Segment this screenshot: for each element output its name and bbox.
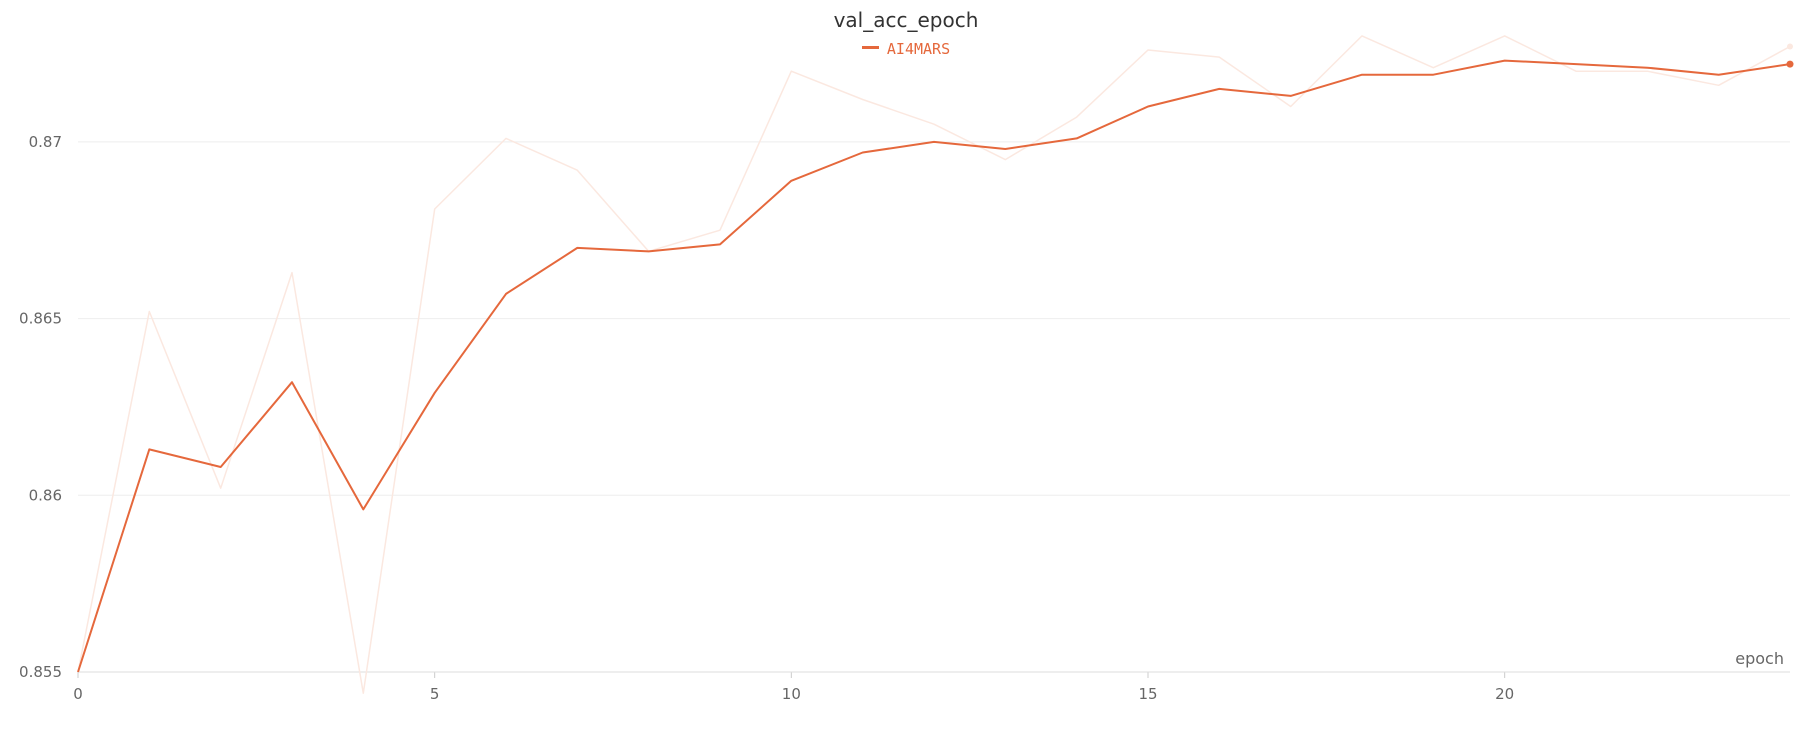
x-axis-ticks: 0 5 10 15 20 [73, 672, 1514, 703]
grid-lines [78, 141, 1790, 673]
x-tick-label: 0 [73, 685, 83, 703]
y-tick-label: 0.87 [29, 133, 62, 151]
series-endpoint-raw [1787, 43, 1793, 50]
y-tick-label: 0.86 [29, 486, 62, 504]
legend[interactable]: AI4MARS [0, 40, 1812, 58]
x-tick-label: 5 [430, 685, 440, 703]
series-lines [77, 35, 1794, 694]
series-line-raw[interactable] [77, 35, 1791, 694]
y-tick-label: 0.865 [19, 310, 62, 328]
legend-swatch [861, 46, 879, 49]
chart-title: val_acc_epoch [833, 8, 979, 32]
y-axis-ticks: 0.855 0.86 0.865 0.87 [19, 133, 62, 681]
legend-label: AI4MARS [886, 40, 951, 58]
x-tick-label: 20 [1495, 685, 1514, 703]
series-line-smoothed[interactable] [77, 59, 1791, 673]
x-tick-label: 15 [1138, 685, 1157, 703]
x-tick-label: 10 [782, 685, 801, 703]
y-tick-label: 0.855 [19, 663, 62, 681]
series-endpoint [1786, 60, 1794, 68]
x-axis-label: epoch [1735, 649, 1784, 668]
